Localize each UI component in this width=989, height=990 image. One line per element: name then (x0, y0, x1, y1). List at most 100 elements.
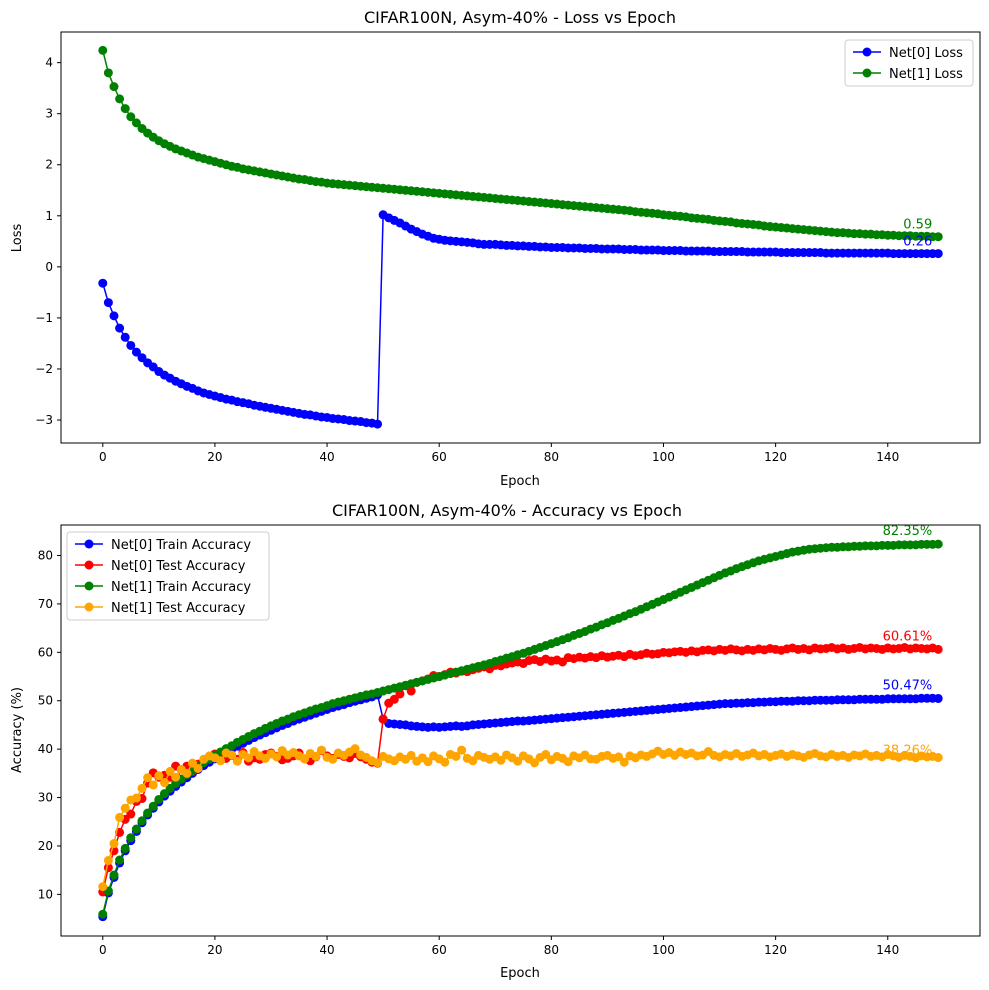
series-net-1-loss (98, 45, 943, 242)
x-tick-label: 140 (876, 943, 899, 957)
x-tick-label: 20 (207, 450, 222, 464)
accuracy-chart: CIFAR100N, Asym-40% - Accuracy vs Epoch … (10, 501, 981, 981)
data-point (227, 750, 237, 760)
data-point (148, 801, 158, 811)
y-tick-label: −3 (35, 413, 53, 427)
data-point (530, 758, 540, 768)
legend-item: Net[0] Test Accuracy (75, 559, 246, 574)
x-tick-label: 40 (319, 943, 334, 957)
data-point (395, 689, 405, 699)
chart-title: CIFAR100N, Asym-40% - Loss vs Epoch (364, 8, 676, 27)
data-point (143, 808, 153, 818)
value-annotation: 0.26 (903, 235, 932, 250)
data-point (137, 816, 147, 826)
data-point (109, 839, 119, 849)
loss-chart: CIFAR100N, Asym-40% - Loss vs Epoch 0 20 4… (10, 8, 981, 489)
annotations: 0.26 0.59 (903, 218, 932, 250)
data-point (115, 94, 125, 104)
data-point (159, 789, 169, 799)
data-point (406, 750, 416, 760)
data-point (933, 232, 943, 242)
data-point (300, 754, 310, 764)
legend-swatch-marker (862, 68, 872, 78)
legend-label: Net[1] Loss (889, 67, 963, 82)
data-point (182, 768, 192, 778)
data-point (103, 298, 113, 308)
data-point (468, 756, 478, 766)
data-point (440, 757, 450, 767)
y-tick-label: −2 (35, 362, 53, 376)
legend-swatch-marker (84, 602, 94, 612)
data-point (389, 694, 399, 704)
legend-label: Net[1] Train Accuracy (111, 580, 251, 595)
x-tick-label: 40 (319, 450, 334, 464)
data-point (154, 771, 164, 781)
y-tick-label: 1 (45, 209, 53, 223)
x-axis: 0 20 40 60 80 100 120 140 (99, 443, 899, 464)
series-line (102, 646, 939, 893)
data-point (328, 754, 338, 764)
series-line (102, 747, 939, 887)
legend-item: Net[1] Test Accuracy (75, 601, 246, 616)
data-point (563, 757, 573, 767)
legend-item: Net[1] Train Accuracy (75, 580, 251, 595)
data-point (311, 751, 321, 761)
data-point (98, 909, 108, 919)
data-point (131, 793, 141, 803)
axes-frame (60, 524, 981, 937)
series-net-0-train-accuracy (98, 690, 943, 922)
data-point (216, 756, 226, 766)
data-point (373, 419, 383, 429)
x-tick-label: 120 (764, 450, 787, 464)
data-point (933, 249, 943, 259)
data-point (933, 539, 943, 549)
legend-label: Net[1] Test Accuracy (111, 601, 246, 616)
x-tick-label: 120 (764, 943, 787, 957)
data-point (103, 68, 113, 78)
data-point (423, 757, 433, 767)
y-tick-label: −1 (35, 311, 53, 325)
data-point (933, 644, 943, 654)
value-annotation: 0.59 (903, 218, 932, 233)
x-tick-label: 100 (652, 943, 675, 957)
data-point (316, 745, 326, 755)
data-point (109, 311, 119, 321)
series-line (102, 693, 939, 917)
data-point (126, 833, 136, 843)
data-point (406, 686, 416, 696)
data-point (933, 753, 943, 763)
series-net-1-test-accuracy (98, 744, 943, 892)
series-net-0-test-accuracy (98, 642, 943, 897)
data-point (148, 780, 158, 790)
data-point (187, 758, 197, 768)
axes-frame (60, 31, 981, 444)
y-tick-label: 60 (38, 645, 53, 659)
legend-swatch-marker (84, 539, 94, 549)
series-net-1-train-accuracy (98, 539, 943, 919)
value-annotation: 50.47% (883, 678, 933, 693)
y-tick-label: 30 (38, 791, 53, 805)
data-point (373, 758, 383, 768)
x-tick-label: 140 (876, 450, 899, 464)
annotations: 82.35% 60.61% 50.47% 38.26% (883, 524, 933, 758)
y-tick-label: 20 (38, 839, 53, 853)
data-point (171, 772, 181, 782)
x-tick-label: 80 (544, 450, 559, 464)
data-point (933, 693, 943, 703)
data-point (193, 764, 203, 773)
y-tick-label: 2 (45, 158, 53, 172)
data-point (272, 752, 282, 762)
x-axis-label: Epoch (500, 474, 540, 489)
plot-area (98, 539, 943, 922)
x-tick-label: 20 (207, 943, 222, 957)
legend-item: Net[0] Loss (853, 46, 963, 61)
data-point (103, 855, 113, 865)
data-point (457, 745, 467, 755)
x-tick-label: 60 (432, 450, 447, 464)
data-point (109, 82, 119, 92)
legend-label: Net[0] Test Accuracy (111, 559, 246, 574)
y-tick-label: 80 (38, 548, 53, 562)
y-tick-label: 3 (45, 107, 53, 121)
x-tick-label: 60 (432, 943, 447, 957)
